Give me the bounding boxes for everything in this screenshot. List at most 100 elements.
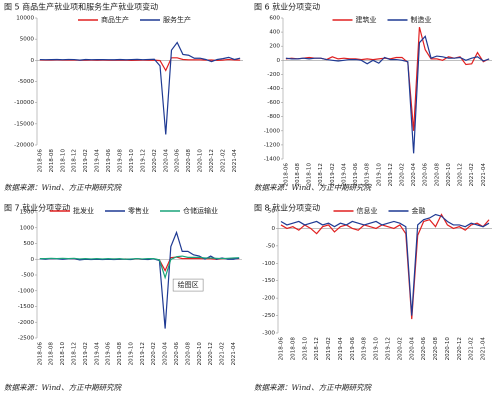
x-tick-label: 2019-06 bbox=[106, 342, 112, 366]
x-tick-label: 2019-12 bbox=[140, 149, 146, 172]
x-tick-label: 2018-08 bbox=[290, 337, 296, 361]
x-tick-label: 2018-06 bbox=[37, 149, 43, 173]
x-tick-label: 2020-12 bbox=[208, 342, 214, 365]
y-tick-label: -1000 bbox=[264, 128, 281, 134]
x-tick-label: 2018-06 bbox=[37, 342, 43, 366]
y-tick-label: 200 bbox=[269, 44, 280, 50]
chart-title: 图 7 就业分项变动 bbox=[4, 203, 70, 213]
y-tick-label: 400 bbox=[269, 30, 280, 36]
y-tick-label: 0 bbox=[30, 257, 34, 263]
x-tick-label: 2020-02 bbox=[400, 163, 406, 186]
y-tick-label: -400 bbox=[267, 86, 280, 92]
y-tick-label: 500 bbox=[23, 241, 34, 247]
series-line bbox=[280, 213, 490, 316]
y-tick-label: -1000 bbox=[18, 288, 35, 294]
x-tick-label: 2018-12 bbox=[72, 342, 78, 365]
chart-title: 图 5 商品生产就业项和服务生产就业项变动 bbox=[4, 2, 158, 12]
x-tick-label: 2018-10 bbox=[60, 342, 66, 366]
x-tick-label: 2018-12 bbox=[318, 163, 324, 186]
x-tick-label: 2020-10 bbox=[445, 337, 451, 361]
x-tick-label: 2018-10 bbox=[307, 163, 313, 187]
y-tick-label: -200 bbox=[262, 296, 275, 302]
x-tick-label: 2021-02 bbox=[220, 342, 226, 365]
y-tick-label: -1400 bbox=[264, 157, 281, 163]
y-tick-label: -1500 bbox=[18, 304, 35, 310]
legend-label: 信息业 bbox=[357, 206, 378, 215]
x-tick-label: 2018-12 bbox=[72, 149, 78, 172]
x-tick-label: 2018-08 bbox=[49, 342, 55, 366]
series-line bbox=[285, 35, 490, 154]
legend-label: 服务生产 bbox=[163, 15, 191, 24]
x-tick-label: 2019-02 bbox=[83, 149, 89, 172]
x-tick-label: 2019-02 bbox=[330, 163, 336, 186]
x-tick-label: 2020-02 bbox=[151, 342, 157, 365]
source-note: 数据来源：Wind、方正中期研究院 bbox=[4, 383, 123, 392]
legend-label: 仓储运输业 bbox=[183, 206, 218, 215]
x-tick-label: 2020-08 bbox=[433, 337, 439, 361]
x-tick-label: 2019-08 bbox=[117, 342, 123, 366]
y-tick-label: 5000 bbox=[20, 37, 35, 43]
x-tick-label: 2021-04 bbox=[481, 163, 487, 187]
source-note: 数据来源：Wind、方正中期研究院 bbox=[254, 183, 373, 192]
source-note: 数据来源：Wind、方正中期研究院 bbox=[254, 383, 373, 392]
x-tick-label: 2020-08 bbox=[434, 163, 440, 187]
x-tick-label: 2018-10 bbox=[302, 337, 308, 361]
y-tick-label: -600 bbox=[267, 100, 280, 106]
legend-label: 商品生产 bbox=[101, 15, 129, 24]
x-tick-label: 2020-12 bbox=[457, 337, 463, 360]
y-tick-label: -5000 bbox=[18, 79, 35, 85]
y-tick-label: -2500 bbox=[18, 336, 35, 342]
y-tick-label: -10000 bbox=[14, 100, 34, 106]
x-tick-label: 2020-02 bbox=[397, 337, 403, 360]
y-tick-label: 0 bbox=[276, 58, 280, 64]
legend-label: 批发业 bbox=[73, 206, 94, 215]
y-tick-label: -1200 bbox=[264, 142, 281, 148]
y-tick-label: -200 bbox=[267, 72, 280, 78]
series-line bbox=[285, 27, 490, 131]
x-tick-label: 2018-08 bbox=[49, 149, 55, 173]
x-tick-label: 2020-04 bbox=[409, 337, 415, 361]
y-tick-label: -500 bbox=[21, 273, 34, 279]
x-tick-label: 2019-12 bbox=[388, 163, 394, 186]
y-tick-label: 10000 bbox=[16, 16, 34, 22]
legend-label: 制造业 bbox=[411, 15, 432, 24]
y-tick-label: -20000 bbox=[14, 143, 34, 149]
y-tick-label: -2000 bbox=[18, 320, 35, 326]
x-tick-label: 2019-06 bbox=[106, 149, 112, 173]
x-tick-label: 2018-06 bbox=[278, 337, 284, 361]
y-tick-label: -150 bbox=[262, 278, 275, 284]
x-tick-label: 2020-06 bbox=[174, 342, 180, 366]
y-tick-label: -15000 bbox=[14, 121, 34, 127]
y-tick-label: -800 bbox=[267, 114, 280, 120]
y-tick-label: -50 bbox=[266, 243, 276, 249]
x-tick-label: 2019-10 bbox=[129, 149, 135, 173]
annotation: 绘图区 bbox=[178, 280, 199, 289]
x-tick-label: 2019-12 bbox=[385, 337, 391, 360]
y-tick-label: -250 bbox=[262, 313, 275, 319]
y-tick-label: 1000 bbox=[20, 225, 35, 231]
x-tick-label: 2019-06 bbox=[350, 337, 356, 361]
x-tick-label: 2020-04 bbox=[163, 342, 169, 366]
source-note: 数据来源：Wind、方正中期研究院 bbox=[4, 183, 123, 192]
series-line bbox=[39, 230, 240, 329]
x-tick-label: 2020-12 bbox=[458, 163, 464, 186]
x-tick-label: 2020-06 bbox=[175, 149, 181, 173]
x-tick-label: 2019-10 bbox=[128, 342, 134, 366]
x-tick-label: 2018-12 bbox=[314, 337, 320, 360]
x-tick-label: 2019-02 bbox=[326, 337, 332, 360]
series-line bbox=[280, 213, 490, 320]
legend-label: 金融 bbox=[412, 206, 426, 215]
x-tick-label: 2019-10 bbox=[376, 163, 382, 187]
chart-title: 图 8 就业分项变动 bbox=[254, 203, 320, 213]
series-line bbox=[39, 41, 241, 135]
legend-label: 建筑业 bbox=[356, 15, 377, 24]
series-line bbox=[39, 255, 240, 280]
x-tick-label: 2019-08 bbox=[365, 163, 371, 187]
y-tick-label: -300 bbox=[262, 331, 275, 337]
x-tick-label: 2021-02 bbox=[220, 149, 226, 172]
x-tick-label: 2019-10 bbox=[374, 337, 380, 361]
x-tick-label: 2018-08 bbox=[295, 163, 301, 187]
x-tick-label: 2021-02 bbox=[469, 163, 475, 186]
x-tick-label: 2018-06 bbox=[283, 163, 289, 187]
